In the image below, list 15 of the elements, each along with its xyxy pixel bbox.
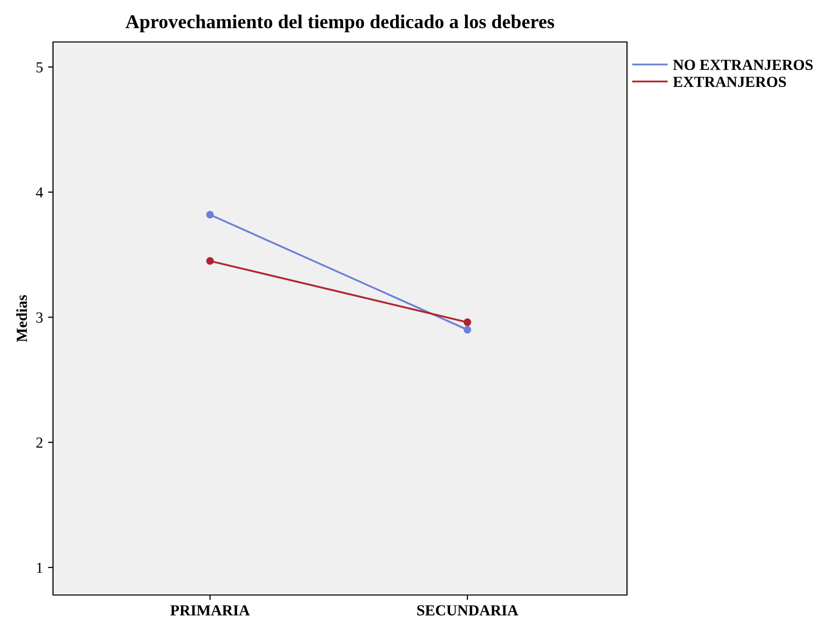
y-tick-label: 4 xyxy=(36,187,44,198)
legend-label: NO EXTRANJEROS xyxy=(673,60,813,70)
y-tick-label: 2 xyxy=(36,438,42,448)
point xyxy=(206,257,214,265)
y-tick-label: 1 xyxy=(36,562,42,573)
point xyxy=(206,210,214,218)
legend-label: EXTRANJEROS xyxy=(673,76,786,88)
point xyxy=(464,318,472,326)
chart-title: Aprovechamiento del tiempo dedicado a los deberes xyxy=(126,14,554,32)
point xyxy=(464,326,472,334)
x-tick-label: PRIMARIA xyxy=(170,605,250,616)
y-tick-label: 5 xyxy=(36,62,43,72)
y-tick-label: 3 xyxy=(36,312,43,323)
y-axis-title: Medias xyxy=(16,295,27,342)
x-tick-label: SECUNDARIA xyxy=(417,605,518,616)
